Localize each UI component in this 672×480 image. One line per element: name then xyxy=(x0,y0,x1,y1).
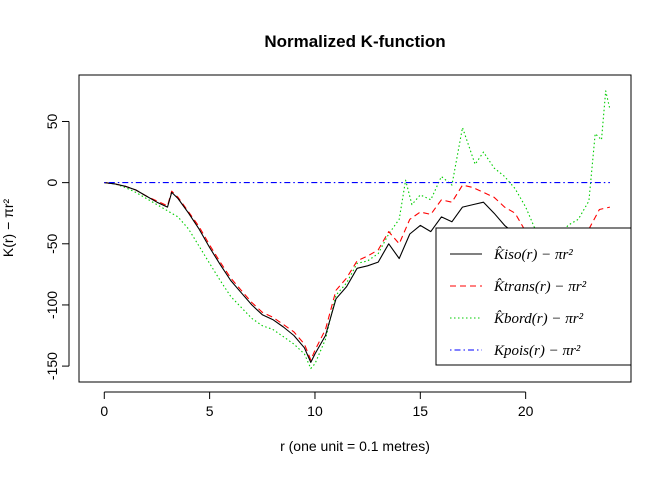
y-axis-label: K(r) − πr² xyxy=(0,199,16,258)
y-tick-label: 0 xyxy=(44,179,60,187)
legend-box xyxy=(435,227,632,366)
legend-label: K̂iso(r) − πr² xyxy=(493,247,573,263)
x-tick-label: 15 xyxy=(413,403,429,419)
y-tick-label: -100 xyxy=(44,291,60,319)
chart-title: Normalized K-function xyxy=(264,32,445,51)
series-line-1 xyxy=(104,182,611,361)
x-tick-label: 0 xyxy=(100,403,108,419)
x-tick-label: 5 xyxy=(206,403,214,419)
axes: 0 5 10 15 20 -150 -100 -50 0 50 xyxy=(44,113,534,419)
legend-label: Kpois(r) − πr² xyxy=(493,343,581,359)
legend: K̂iso(r) − πr² K̂trans(r) − πr² K̂bord(r) … xyxy=(435,227,632,366)
x-axis-label: r (one unit = 0.1 metres) xyxy=(280,438,430,454)
legend-label: K̂trans(r) − πr² xyxy=(493,279,587,295)
x-tick-label: 20 xyxy=(518,403,534,419)
y-tick-label: -150 xyxy=(44,352,60,380)
y-tick-label: 50 xyxy=(44,113,60,129)
legend-label: K̂bord(r) − πr² xyxy=(493,311,584,327)
y-tick-label: -50 xyxy=(44,233,60,253)
x-tick-label: 10 xyxy=(307,403,323,419)
